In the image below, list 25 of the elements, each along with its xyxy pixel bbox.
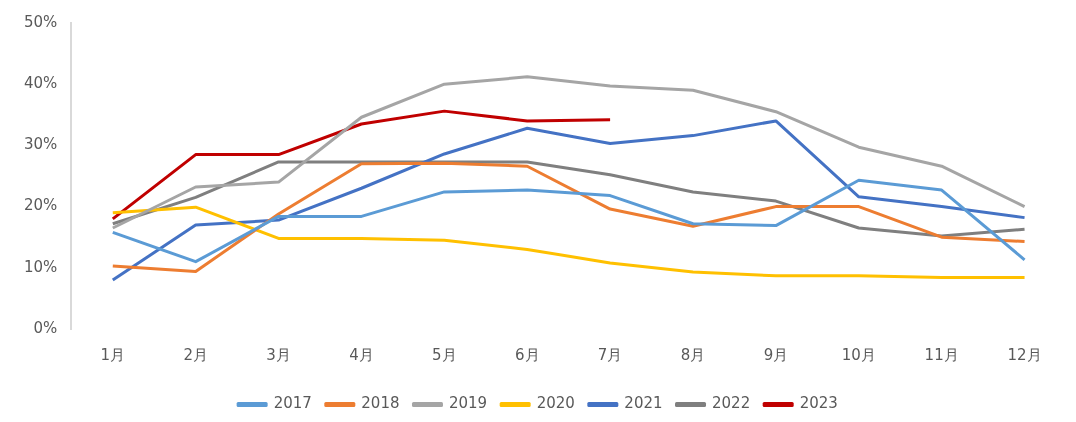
x-tick-label: 12月 — [1007, 345, 1042, 364]
legend-label: 2017 — [273, 394, 312, 413]
x-tick-label: 9月 — [763, 345, 789, 364]
legend-label: 2020 — [536, 394, 575, 413]
x-tick-label: 1月 — [100, 345, 126, 364]
x-tick-label: 4月 — [349, 345, 374, 364]
x-tick-label: 10月 — [841, 345, 876, 364]
x-tick-label: 5月 — [432, 345, 457, 364]
y-tick-label: 40% — [24, 74, 58, 93]
y-tick-label: 0% — [33, 318, 58, 337]
x-tick-label: 6月 — [514, 345, 540, 364]
x-tick-label: 7月 — [597, 345, 623, 364]
y-tick-label: 30% — [24, 135, 58, 154]
x-tick-label: 11月 — [924, 345, 959, 364]
y-tick-label: 50% — [24, 12, 58, 31]
legend-label: 2023 — [799, 394, 838, 413]
x-tick-label: 3月 — [266, 345, 291, 364]
y-tick-label: 10% — [24, 257, 58, 276]
y-tick-label: 20% — [24, 196, 58, 215]
x-tick-label: 8月 — [680, 345, 706, 364]
x-tick-label: 2月 — [183, 345, 208, 364]
legend-label: 2021 — [624, 394, 663, 413]
legend-label: 2019 — [448, 394, 488, 413]
legend-label: 2018 — [361, 394, 400, 413]
legend-label: 2022 — [712, 394, 751, 413]
